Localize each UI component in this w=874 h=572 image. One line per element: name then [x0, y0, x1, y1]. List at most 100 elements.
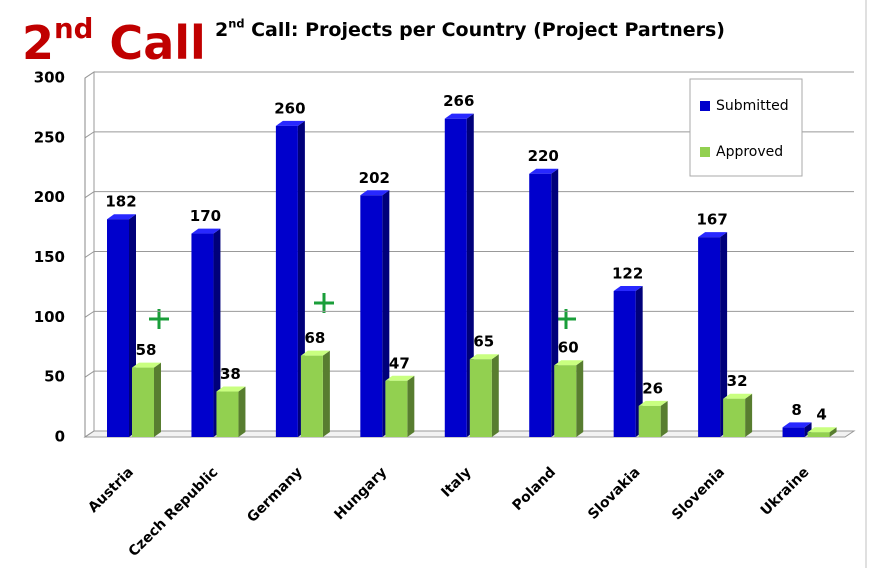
bar — [275, 120, 305, 437]
y-tick-label: 150 — [34, 248, 65, 266]
bar-side — [745, 393, 753, 437]
bar-top — [807, 427, 837, 433]
y-tick-label: 300 — [34, 69, 65, 87]
bar — [698, 232, 728, 437]
grid-line — [84, 310, 854, 318]
bar-front — [554, 365, 577, 437]
bar-top — [385, 375, 415, 381]
data-label: 60 — [558, 339, 579, 357]
bar — [782, 422, 812, 437]
bar-top — [275, 120, 305, 126]
bar — [385, 375, 415, 437]
data-label: 167 — [696, 211, 727, 229]
bar-top — [529, 168, 559, 174]
bar-top — [132, 362, 161, 368]
y-tick-label: 100 — [34, 308, 65, 326]
bar-side — [660, 400, 668, 437]
bar-front — [807, 432, 830, 437]
data-label: 58 — [136, 341, 157, 359]
grid-line — [84, 370, 854, 378]
bar-side — [322, 350, 330, 437]
bar — [807, 427, 837, 437]
grid-line — [84, 191, 854, 199]
y-tick-label: 250 — [34, 128, 65, 146]
bar-side — [213, 228, 221, 437]
bar — [469, 354, 499, 437]
bar-top — [469, 354, 499, 360]
data-label: 260 — [274, 99, 305, 117]
legend-box — [689, 78, 803, 177]
bar-front — [191, 233, 214, 437]
data-label: 266 — [443, 92, 474, 110]
grid-line — [84, 251, 854, 258]
bar-front — [723, 398, 746, 437]
bar-top — [554, 360, 584, 366]
data-label: 32 — [727, 372, 748, 390]
bar-top — [613, 286, 643, 292]
bar-side — [804, 422, 812, 437]
bar-top — [444, 113, 474, 119]
bar-front — [275, 125, 298, 437]
bar-front — [444, 118, 467, 437]
bar-top — [782, 422, 812, 428]
bar — [191, 228, 221, 437]
y-tick-label: 200 — [34, 188, 65, 206]
bar-front — [529, 173, 552, 437]
legend-swatch — [700, 147, 710, 157]
bar-front — [469, 359, 492, 437]
bar-side — [238, 386, 246, 437]
bar-front — [216, 391, 239, 437]
data-label: 8 — [791, 401, 801, 419]
legend: Submitted Approved — [689, 78, 803, 177]
data-label: 38 — [220, 365, 241, 383]
bar-side — [576, 360, 584, 437]
grid-line — [84, 131, 854, 139]
data-label: 202 — [359, 169, 390, 187]
bar-side — [382, 190, 390, 437]
bar-side — [154, 362, 161, 437]
bar-side — [720, 232, 728, 437]
data-label: 4 — [816, 406, 826, 424]
bar-top — [216, 386, 246, 392]
bar-front — [613, 291, 636, 437]
bar-side — [635, 286, 643, 437]
chart-title: 2nd Call: Projects per Country (Project … — [215, 16, 725, 41]
data-label: 65 — [473, 333, 494, 351]
bar-front — [300, 355, 323, 437]
bar-front — [698, 237, 721, 437]
bar — [613, 286, 643, 437]
bar-front — [638, 405, 661, 437]
bar — [300, 350, 330, 437]
data-label: 170 — [190, 207, 221, 225]
bar — [638, 400, 668, 437]
bar-top — [360, 190, 390, 196]
grid-line — [84, 430, 854, 438]
bar — [107, 214, 136, 437]
plus-signs — [149, 293, 576, 329]
legend-label: Approved — [716, 144, 783, 160]
bar — [554, 360, 584, 437]
grid-line — [84, 71, 854, 79]
bar-side — [829, 427, 837, 437]
bar-front — [782, 427, 805, 437]
bar-front — [107, 219, 129, 437]
bar — [444, 113, 474, 437]
data-label: 26 — [642, 379, 663, 397]
heading: 2nd Call — [22, 12, 206, 70]
data-label: 220 — [528, 147, 559, 165]
bar — [529, 168, 559, 437]
y-tick-label: 0 — [55, 428, 65, 446]
data-label: 122 — [612, 265, 643, 283]
bar-front — [132, 367, 154, 437]
bar-front — [360, 195, 383, 437]
bar-front — [385, 380, 408, 437]
bar — [723, 393, 753, 437]
bar — [132, 362, 161, 437]
data-label: 47 — [389, 354, 410, 372]
bar-top — [300, 350, 330, 356]
bar-side — [466, 113, 474, 437]
bar-side — [407, 375, 415, 437]
bar-top — [107, 214, 136, 220]
bar — [216, 386, 246, 437]
